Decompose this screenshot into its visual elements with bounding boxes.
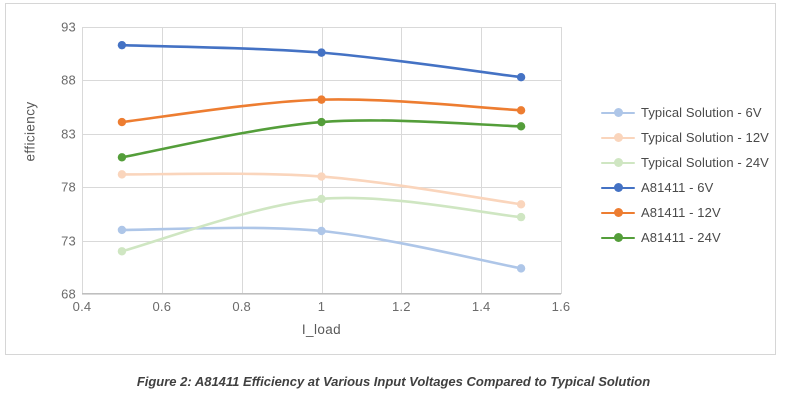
data-point-marker [117, 225, 127, 235]
data-point-marker [117, 40, 127, 50]
legend-item[interactable]: Typical Solution - 12V [601, 125, 776, 150]
x-axis-title: I_load [301, 322, 342, 337]
x-tick-label: 1.6 [551, 299, 571, 314]
series-5 [117, 117, 526, 162]
gridline-vertical [321, 27, 323, 294]
data-point-marker [516, 264, 526, 273]
y-tick-label: 83 [61, 126, 76, 142]
x-tick-label: 0.6 [152, 299, 172, 314]
data-point-marker [516, 106, 526, 115]
chart-frame: efficiency 68 73 78 83 88 93 0.4 0.6 0.8 1 1.2 1.4… [5, 3, 776, 355]
series-0 [117, 225, 526, 273]
x-tick-label: 0.8 [232, 299, 251, 314]
gridline-vertical [82, 27, 83, 294]
legend-swatch-icon [601, 157, 635, 169]
gridline-vertical [161, 27, 163, 294]
legend-swatch-icon [601, 207, 635, 219]
chart-legend: Typical Solution - 6V Typical Solution - … [601, 100, 776, 250]
legend-swatch-icon [601, 132, 635, 144]
gridline-vertical [401, 27, 403, 294]
data-point-marker [317, 95, 326, 104]
legend-item[interactable]: A81411 - 24V [601, 225, 776, 250]
legend-item-label: Typical Solution - 6V [641, 105, 762, 120]
y-tick-label: 93 [61, 19, 76, 35]
data-point-marker [117, 247, 127, 256]
gridline-horizontal [82, 294, 561, 295]
y-tick-label: 68 [61, 286, 76, 302]
y-tick-label: 78 [61, 179, 76, 195]
series-4 [117, 95, 526, 127]
plot-area [82, 27, 562, 295]
x-axis-line [82, 293, 561, 294]
y-tick-label: 88 [61, 72, 76, 88]
y-tick-label: 73 [61, 233, 76, 249]
data-point-marker [516, 200, 526, 209]
x-tick-label: 1.2 [391, 299, 411, 314]
series-plot [117, 40, 526, 273]
series-1 [117, 170, 526, 209]
x-tick-label: 0.4 [72, 299, 92, 314]
legend-item[interactable]: Typical Solution - 24V [601, 150, 776, 175]
legend-swatch-icon [601, 232, 635, 244]
series-3 [117, 40, 526, 82]
y-axis-tick-labels: 68 73 78 83 88 93 [40, 20, 76, 302]
data-point-marker [317, 117, 326, 127]
y-axis-title: efficiency [22, 101, 38, 162]
gridline-vertical [241, 27, 243, 294]
x-tick-label: 1 [317, 299, 326, 314]
legend-item-label: A81411 - 6V [641, 180, 714, 195]
gridline-vertical [481, 27, 483, 294]
data-point-marker [117, 170, 127, 179]
data-point-marker [317, 194, 326, 204]
legend-item[interactable]: Typical Solution - 6V [601, 100, 776, 125]
legend-item-label: A81411 - 12V [641, 205, 721, 220]
data-point-marker [117, 117, 127, 127]
legend-item-label: Typical Solution - 24V [641, 155, 769, 170]
legend-item-label: Typical Solution - 12V [641, 130, 769, 145]
series-2 [117, 194, 526, 256]
series-line [120, 196, 523, 253]
data-point-marker [117, 153, 127, 162]
legend-item[interactable]: A81411 - 6V [601, 175, 776, 200]
figure-caption: Figure 2: A81411 Efficiency at Various I… [136, 374, 651, 389]
data-point-marker [317, 48, 326, 57]
legend-swatch-icon [601, 182, 635, 194]
gridline-vertical [561, 27, 562, 294]
data-point-marker [317, 172, 326, 181]
legend-item-label: A81411 - 24V [641, 230, 721, 245]
x-tick-label: 1.4 [471, 299, 491, 314]
legend-swatch-icon [601, 107, 635, 119]
data-point-marker [317, 226, 326, 236]
data-point-marker [516, 122, 526, 131]
x-axis-tick-labels: 0.4 0.6 0.8 1 1.2 1.4 1.6 [73, 299, 570, 319]
data-point-marker [516, 212, 526, 222]
legend-item[interactable]: A81411 - 12V [601, 200, 776, 225]
data-point-marker [516, 73, 526, 82]
